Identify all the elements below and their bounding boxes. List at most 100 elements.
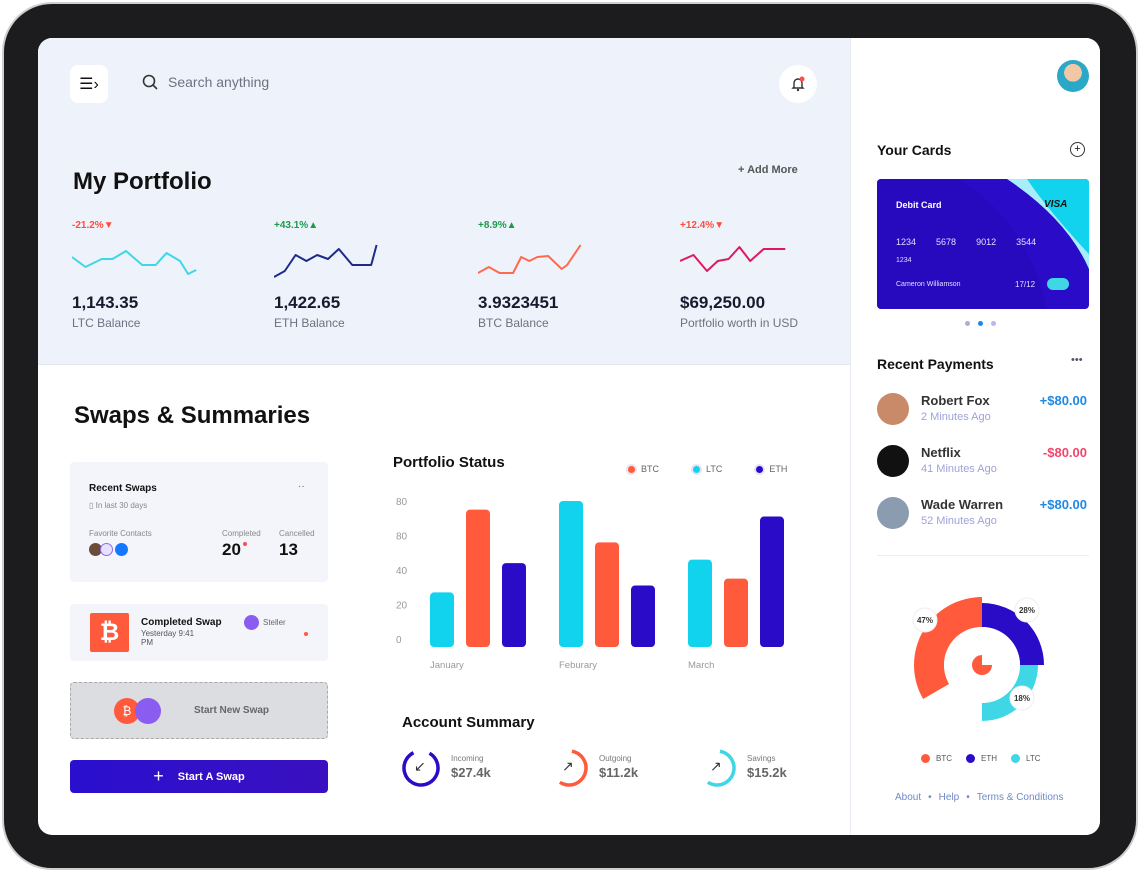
sparkline [478, 244, 582, 274]
bar-ltc[interactable] [430, 592, 454, 647]
page-dot[interactable] [965, 321, 970, 326]
bar-ltc[interactable] [688, 559, 712, 647]
about-link[interactable]: About [895, 792, 922, 803]
balance-label: BTC Balance [478, 316, 549, 330]
bar-eth[interactable] [631, 585, 655, 647]
summary-label: Savings [747, 754, 776, 763]
contact-avatar[interactable] [115, 543, 128, 556]
bar-btc[interactable] [466, 509, 490, 647]
change-percent: +43.1%▲ [274, 220, 424, 231]
stellar-icon [135, 698, 161, 724]
add-more-link[interactable]: + Add More [738, 164, 798, 176]
progress-ring [550, 749, 588, 787]
legend-label: BTC [641, 464, 659, 474]
legend-dot [628, 466, 635, 474]
contact-avatar[interactable] [100, 543, 113, 556]
payment-item[interactable]: Wade Warren 52 Minutes Ago +$80.00 [877, 497, 1087, 529]
balance-stat: -21.2%▼ 1,143.35 LTC Balance [72, 220, 222, 340]
swap-title: Completed Swap [141, 617, 222, 628]
start-swap-button[interactable]: + Start A Swap [70, 760, 328, 793]
help-link[interactable]: Help [938, 792, 960, 803]
completed-swap-card[interactable]: ₿ Completed Swap Yesterday 9:41 PM Stell… [70, 604, 328, 661]
cards-title: Your Cards [877, 142, 952, 158]
payment-item[interactable]: Robert Fox 2 Minutes Ago +$80.00 [877, 393, 1087, 425]
payer-avatar [877, 497, 909, 529]
y-tick-label: 0 [396, 635, 402, 646]
change-value: +8.9% [478, 220, 507, 231]
search-input[interactable]: Search anything [168, 74, 270, 90]
progress-ring [698, 749, 736, 787]
bar-ltc[interactable] [559, 501, 583, 647]
summary-item: ↗ Savings $15.2k [697, 748, 837, 798]
legend-label: ETH [981, 754, 997, 763]
donut-label: 18% [1014, 694, 1030, 703]
completed-count: 20 [222, 540, 241, 559]
payment-amount: +$80.00 [1039, 497, 1087, 512]
start-new-swap-label: Start New Swap [194, 705, 270, 716]
card-pagination[interactable] [965, 321, 996, 326]
add-card-button[interactable]: + [1070, 142, 1085, 157]
donut-segment-eth[interactable] [982, 603, 1044, 665]
sparkline [274, 244, 378, 278]
coin-name: Steller [263, 618, 286, 627]
y-tick-label: 80 [396, 497, 408, 508]
swap-time: Yesterday 9:41 PM [141, 629, 195, 647]
balance-stat: +8.9%▲ 3.9323451 BTC Balance [478, 220, 628, 340]
donut-legend-item: ETH [966, 754, 997, 764]
x-tick-label: March [688, 660, 714, 671]
payer-avatar [877, 445, 909, 477]
donut-label-bubble [912, 607, 938, 633]
arrow-up-right-icon: ↗ [562, 758, 574, 774]
donut-segment-ltc[interactable] [982, 665, 1038, 721]
terms-link[interactable]: Terms & Conditions [976, 792, 1064, 803]
balance-label: Portfolio worth in USD [680, 316, 799, 330]
x-tick-label: January [430, 660, 464, 671]
y-tick-label: 20 [396, 601, 408, 612]
footer-links: About • Help • Terms & Conditions [895, 792, 1063, 803]
change-percent: +8.9%▲ [478, 220, 628, 231]
contact-avatar[interactable] [89, 543, 102, 556]
page-dot-active[interactable] [978, 321, 983, 326]
bar-eth[interactable] [502, 563, 526, 647]
page-dot[interactable] [991, 321, 996, 326]
status-dot [243, 542, 247, 546]
debit-card[interactable]: Debit Card VISA 1234 5678 9012 3544 1234 Ca… [877, 179, 1089, 309]
search-bar[interactable]: Search anything [142, 74, 269, 90]
card-type: Debit Card [896, 200, 942, 210]
payments-title: Recent Payments [877, 356, 994, 372]
start-new-swap-dropzone[interactable]: ₿ Start New Swap [70, 682, 328, 739]
notifications-button[interactable] [779, 65, 817, 103]
sparkline [680, 246, 786, 272]
payment-time: 41 Minutes Ago [921, 463, 997, 475]
y-tick-label: 40 [396, 566, 408, 577]
user-avatar[interactable] [1057, 60, 1089, 92]
page-title: My Portfolio [73, 168, 212, 195]
bar-eth[interactable] [760, 516, 784, 647]
legend-label: BTC [936, 754, 952, 763]
menu-toggle-button[interactable]: ☰› [70, 65, 108, 103]
legend-item: BTC [628, 464, 659, 474]
payments-more-icon[interactable]: ••• [1071, 354, 1083, 366]
balance-label: ETH Balance [274, 316, 345, 330]
balance-stat: +12.4%▼ $69,250.00 Portfolio worth in US… [680, 220, 830, 340]
bar-btc[interactable] [724, 578, 748, 647]
bar-btc[interactable] [595, 542, 619, 647]
portfolio-status-chart: 0 20 40 80 80 January Feburary March [396, 497, 784, 671]
payer-name: Robert Fox [921, 393, 990, 408]
recent-swaps-title: Recent Swaps [89, 483, 157, 494]
summary-item: ↙ Incoming $27.4k [401, 748, 541, 798]
summary-value: $15.2k [747, 765, 787, 780]
sparkline-path [478, 244, 582, 274]
progress-ring [402, 749, 440, 787]
more-icon[interactable]: ·· [298, 481, 305, 492]
dashboard-screen: ☰› Search anything My Portfolio + Add Mo… [38, 38, 1100, 835]
mastercard-icon [1047, 278, 1069, 290]
triangle-down-icon: ▼ [714, 220, 725, 231]
card-expiry: 17/12 [1015, 280, 1036, 289]
balance-stat: +43.1%▲ 1,422.65 ETH Balance [274, 220, 424, 340]
bitcoin-icon: ₿ [90, 613, 129, 652]
change-percent: +12.4%▼ [680, 220, 830, 231]
payment-item[interactable]: Netflix 41 Minutes Ago -$80.00 [877, 445, 1087, 477]
plus-icon: + [1074, 143, 1081, 155]
donut-legend-item: BTC [921, 754, 952, 764]
